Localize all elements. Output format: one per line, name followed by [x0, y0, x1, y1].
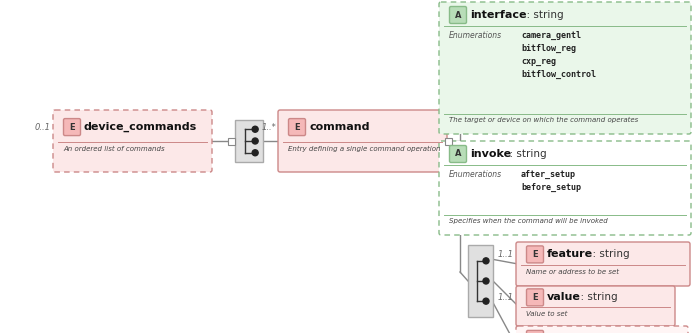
Circle shape: [252, 126, 258, 132]
Text: A: A: [455, 150, 461, 159]
Text: Name or address to be set: Name or address to be set: [526, 269, 619, 275]
Text: cxp_reg: cxp_reg: [521, 57, 556, 66]
Circle shape: [483, 278, 489, 284]
FancyBboxPatch shape: [526, 289, 544, 306]
Circle shape: [483, 258, 489, 264]
Text: invoke: invoke: [470, 149, 511, 159]
Text: E: E: [532, 250, 538, 259]
FancyBboxPatch shape: [64, 119, 80, 136]
FancyBboxPatch shape: [516, 286, 675, 326]
Text: command: command: [309, 122, 370, 132]
Text: An ordered list of commands: An ordered list of commands: [63, 146, 165, 152]
Text: value: value: [547, 292, 581, 302]
Bar: [445, 138, 452, 145]
FancyBboxPatch shape: [289, 119, 305, 136]
Text: interface: interface: [470, 10, 526, 20]
Text: : string: : string: [586, 249, 629, 259]
FancyBboxPatch shape: [516, 242, 690, 286]
Bar: [228, 138, 235, 145]
Text: Enumerations: Enumerations: [449, 31, 502, 40]
FancyBboxPatch shape: [278, 110, 447, 172]
Text: : string: : string: [519, 10, 563, 20]
Text: bitflow_control: bitflow_control: [521, 70, 596, 79]
Text: Entry defining a single command operation: Entry defining a single command operatio…: [288, 146, 440, 152]
Text: camera_gentl: camera_gentl: [521, 31, 581, 40]
Text: A: A: [455, 11, 461, 20]
Circle shape: [252, 138, 258, 144]
FancyBboxPatch shape: [439, 2, 691, 134]
Bar: [235, 120, 263, 162]
Text: 0..1: 0..1: [35, 123, 51, 132]
Circle shape: [252, 150, 258, 156]
Text: feature: feature: [547, 249, 593, 259]
Text: : string: : string: [575, 292, 618, 302]
Text: The target or device on which the command operates: The target or device on which the comman…: [449, 117, 638, 123]
FancyBboxPatch shape: [526, 246, 544, 263]
Bar: [468, 245, 493, 317]
FancyBboxPatch shape: [53, 110, 212, 172]
FancyBboxPatch shape: [439, 141, 691, 235]
Text: Enumerations: Enumerations: [449, 170, 502, 179]
Text: E: E: [69, 123, 75, 132]
Text: E: E: [294, 123, 300, 132]
Text: 1..1: 1..1: [498, 250, 514, 259]
FancyBboxPatch shape: [449, 7, 466, 24]
FancyBboxPatch shape: [516, 326, 688, 333]
Text: device_commands: device_commands: [84, 122, 197, 132]
Text: before_setup: before_setup: [521, 183, 581, 192]
Text: E: E: [532, 293, 538, 302]
Text: after_setup: after_setup: [521, 170, 576, 179]
Text: Value to set: Value to set: [526, 311, 568, 317]
Circle shape: [483, 298, 489, 304]
Text: : string: : string: [503, 149, 547, 159]
FancyBboxPatch shape: [449, 146, 466, 163]
FancyBboxPatch shape: [526, 330, 544, 333]
Text: 1..1: 1..1: [498, 293, 514, 302]
Text: Specifies when the command will be invoked: Specifies when the command will be invok…: [449, 218, 607, 224]
Text: 1..*: 1..*: [261, 123, 276, 132]
Text: bitflow_reg: bitflow_reg: [521, 44, 576, 53]
